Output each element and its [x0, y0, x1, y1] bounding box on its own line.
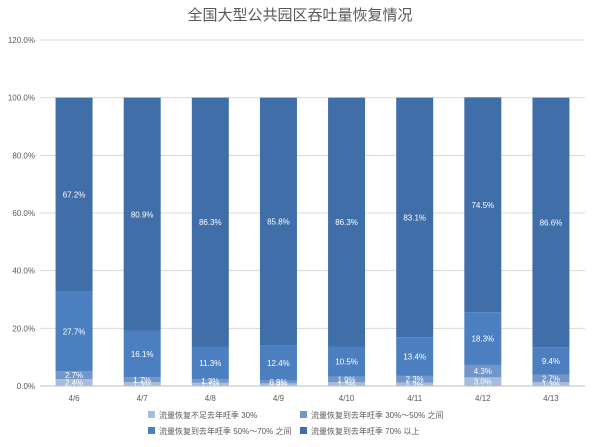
y-tick-label: 120.0%	[8, 36, 35, 45]
x-tick-label: 4/13	[543, 394, 559, 403]
bar-segment	[259, 97, 297, 346]
y-tick-label: 60.0%	[12, 209, 35, 218]
bar-segment	[123, 377, 161, 383]
data-label: 1.3%	[201, 377, 219, 386]
data-label: 1.9%	[337, 376, 355, 385]
x-tick-label: 4/10	[339, 394, 355, 403]
data-label: 16.1%	[131, 350, 154, 359]
bar-segment	[464, 312, 502, 365]
legend-label: 流量恢复到去年旺季 50%～70% 之间	[159, 426, 291, 436]
data-label: 74.5%	[471, 201, 494, 210]
y-tick-label: 0.0%	[17, 382, 35, 391]
data-label: 1.2%	[406, 380, 424, 389]
data-label-layer: 2.4%2.7%27.7%67.2%1.3%1.7%16.1%80.9%1.1%…	[63, 191, 563, 390]
bar-segment	[328, 382, 366, 386]
bar-segment	[396, 337, 434, 376]
data-label: 85.8%	[267, 217, 290, 226]
legend: 流量恢复不足去年旺季 30% 流量恢复到去年旺季 30%～50% 之间流量恢复到去…	[148, 410, 443, 436]
bar-segment	[328, 376, 366, 383]
bar-segment	[191, 382, 229, 386]
bar-segment	[396, 382, 434, 386]
bar-segment	[55, 291, 93, 372]
x-tick-label: 4/8	[205, 394, 217, 403]
data-label: 2.4%	[65, 379, 83, 388]
bar-segment	[464, 377, 502, 386]
data-label: 11.3%	[199, 359, 221, 368]
bar-segment	[328, 346, 366, 377]
data-label: 13.4%	[403, 353, 426, 362]
data-label: 1.3%	[337, 380, 355, 389]
y-tick-label: 80.0%	[12, 151, 35, 160]
bar-layer	[55, 97, 570, 386]
legend-label: 流量恢复到去年旺季 70% 以上	[311, 426, 419, 436]
y-tick-label: 20.0%	[12, 324, 35, 333]
data-label: 10.5%	[335, 358, 358, 367]
data-label: 1.3%	[542, 380, 560, 389]
legend-swatch	[148, 411, 155, 418]
bar-segment	[464, 364, 502, 378]
bar-segment	[191, 379, 229, 383]
data-label: 3.0%	[474, 378, 492, 387]
x-tick-label: 4/12	[475, 394, 491, 403]
bar-segment	[55, 379, 93, 386]
axis-layer: 0.0% 20.0% 40.0% 60.0% 80.0% 100.0% 120.0% 4/6 4…	[8, 36, 585, 403]
bar-segment	[328, 97, 366, 347]
bar-segment	[123, 382, 161, 386]
bar-segment	[191, 346, 229, 380]
data-label: 4.3%	[474, 367, 492, 376]
x-tick-label: 4/9	[273, 394, 285, 403]
data-label: 27.7%	[63, 327, 86, 336]
data-label: 86.3%	[199, 218, 222, 227]
x-tick-label: 4/6	[69, 394, 81, 403]
legend-label: 流量恢复到去年旺季 30%～50% 之间	[311, 410, 443, 420]
data-label: 67.2%	[63, 191, 86, 200]
legend-label: 流量恢复不足去年旺季 30%	[159, 410, 257, 420]
bar-segment	[123, 97, 161, 331]
data-label: 0.9%	[269, 378, 287, 387]
bar-segment	[259, 345, 297, 381]
data-label: 80.9%	[131, 210, 154, 219]
data-label: 2.7%	[65, 371, 83, 380]
data-label: 1.3%	[133, 380, 151, 389]
bar-segment	[259, 383, 297, 386]
bar-segment	[123, 330, 161, 378]
bar-segment	[396, 97, 434, 338]
data-label: 2.7%	[542, 374, 560, 383]
grid-layer	[40, 39, 585, 387]
x-tick-label: 4/11	[407, 394, 423, 403]
bar-segment	[396, 375, 434, 383]
data-label: 1.7%	[133, 376, 151, 385]
bar-segment	[464, 97, 502, 313]
legend-swatch	[300, 411, 307, 418]
data-label: 9.4%	[542, 357, 560, 366]
data-label: 1.1%	[201, 380, 219, 389]
bar-segment	[532, 347, 570, 375]
data-label: 2.3%	[406, 375, 424, 384]
x-tick-label: 4/7	[137, 394, 149, 403]
data-label: 0.9%	[269, 381, 287, 390]
bar-segment	[532, 374, 570, 383]
legend-swatch	[148, 427, 155, 434]
chart-title: 全国大型公共园区吞吐量恢复情况	[187, 6, 412, 24]
data-label: 83.1%	[403, 213, 426, 222]
data-label: 18.3%	[471, 335, 494, 344]
bar-segment	[191, 97, 229, 347]
legend-swatch	[300, 427, 307, 434]
y-tick-label: 100.0%	[8, 94, 35, 103]
bar-segment	[259, 380, 297, 384]
y-tick-label: 40.0%	[12, 267, 35, 276]
data-label: 86.6%	[540, 219, 563, 228]
data-label: 86.3%	[335, 218, 358, 227]
bar-segment	[532, 382, 570, 386]
data-label: 12.4%	[267, 359, 290, 368]
bar-segment	[55, 371, 93, 380]
bar-segment	[532, 97, 570, 348]
bar-segment	[55, 97, 93, 292]
